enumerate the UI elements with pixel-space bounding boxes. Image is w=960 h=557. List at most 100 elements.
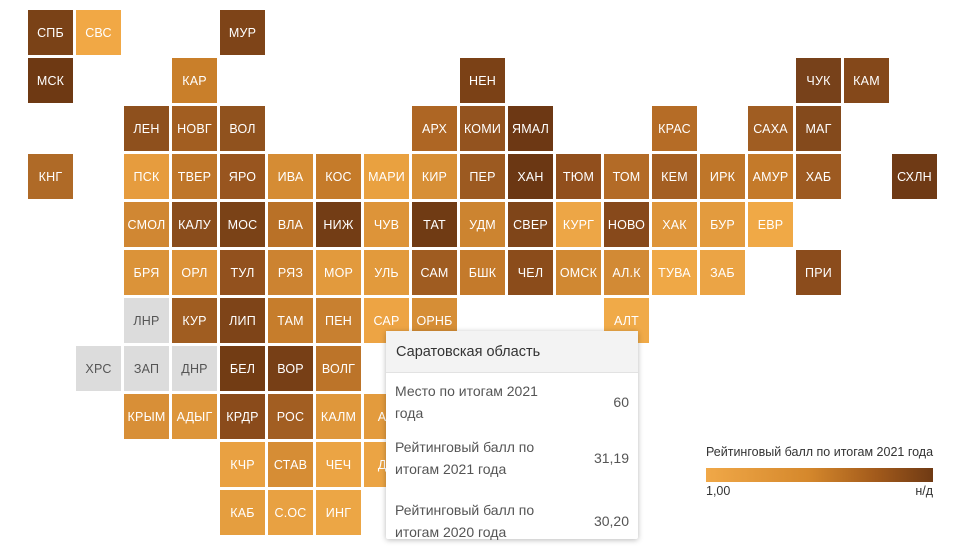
region-tile[interactable]: АМУР [748,154,793,199]
region-tile[interactable]: ТВЕР [172,154,217,199]
region-tile[interactable]: ЯМАЛ [508,106,553,151]
legend-max-label: н/д [915,484,933,498]
region-tile[interactable]: КРДР [220,394,265,439]
region-tile[interactable]: КАЛМ [316,394,361,439]
region-tile[interactable]: КУРГ [556,202,601,247]
region-tile[interactable]: КРЫМ [124,394,169,439]
region-tile[interactable]: СХЛН [892,154,937,199]
region-tile[interactable]: КАР [172,58,217,103]
region-tile[interactable]: ЛИП [220,298,265,343]
region-tile[interactable]: РЯЗ [268,250,313,295]
region-tile[interactable]: ЧУВ [364,202,409,247]
region-tile[interactable]: ЧЕЧ [316,442,361,487]
region-tile[interactable]: БРЯ [124,250,169,295]
region-tile[interactable]: ТАМ [268,298,313,343]
tooltip-label: Рейтинговый балл по итогам 2020 года [395,502,535,540]
color-legend: Рейтинговый балл по итогам 2021 года 1,0… [706,444,936,498]
region-tile[interactable]: ЗАП [124,346,169,391]
region-tile[interactable]: ОМСК [556,250,601,295]
region-tile[interactable]: УЛЬ [364,250,409,295]
region-tile[interactable]: ХАК [652,202,697,247]
region-tile[interactable]: КНГ [28,154,73,199]
region-tile[interactable]: АЛ.К [604,250,649,295]
region-tile[interactable]: ИРК [700,154,745,199]
tooltip-value: 31,19 [593,450,629,466]
region-tile[interactable]: БШК [460,250,505,295]
region-tile[interactable]: МСК [28,58,73,103]
region-tile[interactable]: С.ОС [268,490,313,535]
region-tooltip: Саратовская область Место по итогам 2021… [386,331,638,540]
tooltip-row-score-2021: Рейтинговый балл по итогам 2021 года 31,… [386,431,638,485]
region-tile[interactable]: МУР [220,10,265,55]
region-tile[interactable]: ЧЕЛ [508,250,553,295]
legend-gradient-bar [706,468,933,482]
region-tile[interactable]: ПСК [124,154,169,199]
region-tile[interactable]: СПБ [28,10,73,55]
region-tile[interactable]: ТУЛ [220,250,265,295]
region-tile[interactable]: СВС [76,10,121,55]
region-tile[interactable]: ОРЛ [172,250,217,295]
region-tile[interactable]: АРХ [412,106,457,151]
region-tile[interactable]: РОС [268,394,313,439]
region-tile[interactable]: КОС [316,154,361,199]
tooltip-value: 60 [613,394,629,410]
region-tile[interactable]: НОВО [604,202,649,247]
tooltip-row-rank: Место по итогам 2021 года 60 [386,373,638,431]
region-tile[interactable]: МОР [316,250,361,295]
region-tile[interactable]: ПРИ [796,250,841,295]
region-tile[interactable]: ВОЛ [220,106,265,151]
tooltip-row-score-2020: Рейтинговый балл по итогам 2020 года 30,… [386,485,638,557]
region-tile[interactable]: НОВГ [172,106,217,151]
region-tile[interactable]: ЧУК [796,58,841,103]
region-tile[interactable]: КАЛУ [172,202,217,247]
region-tile[interactable]: МАГ [796,106,841,151]
region-tile[interactable]: ЛНР [124,298,169,343]
region-tile[interactable]: ЕВР [748,202,793,247]
region-tile[interactable]: ТУВА [652,250,697,295]
region-tile[interactable]: МАРИ [364,154,409,199]
region-tile[interactable]: ИВА [268,154,313,199]
region-tile[interactable]: КАБ [220,490,265,535]
region-tile[interactable]: ВОР [268,346,313,391]
tooltip-label: Место по итогам 2021 года [395,383,538,421]
region-tile[interactable]: КОМИ [460,106,505,151]
region-tile[interactable]: НИЖ [316,202,361,247]
legend-min-label: 1,00 [706,484,731,498]
region-tile[interactable]: КИР [412,154,457,199]
tooltip-title: Саратовская область [386,331,638,373]
region-tile[interactable]: ЯРО [220,154,265,199]
region-tile[interactable]: ХРС [76,346,121,391]
region-tile[interactable]: КЧР [220,442,265,487]
region-tile[interactable]: СТАВ [268,442,313,487]
region-tile[interactable]: ВОЛГ [316,346,361,391]
tooltip-value: 30,20 [593,513,629,529]
region-tile[interactable]: ЗАБ [700,250,745,295]
region-tile[interactable]: КРАС [652,106,697,151]
region-tile[interactable]: ТОМ [604,154,649,199]
region-tile[interactable]: ТЮМ [556,154,601,199]
region-tile[interactable]: БУР [700,202,745,247]
region-tile[interactable]: ХАН [508,154,553,199]
region-tile[interactable]: САМ [412,250,457,295]
legend-ticks: 1,00 н/д [706,484,933,498]
region-tile[interactable]: УДМ [460,202,505,247]
region-tile[interactable]: СМОЛ [124,202,169,247]
region-tile[interactable]: НЕН [460,58,505,103]
tile-grid-map: СПБ СВС МУР МСК КАР НЕН ЧУК КАМ ЛЕН НОВГ ВОЛ АРХ КОМ… [28,10,937,535]
region-tile[interactable]: ЛЕН [124,106,169,151]
region-tile[interactable]: ПЕР [460,154,505,199]
region-tile[interactable]: БЕЛ [220,346,265,391]
region-tile[interactable]: КЕМ [652,154,697,199]
region-tile[interactable]: ДНР [172,346,217,391]
region-tile[interactable]: ТАТ [412,202,457,247]
region-tile[interactable]: КУР [172,298,217,343]
region-tile[interactable]: АДЫГ [172,394,217,439]
region-tile[interactable]: ПЕН [316,298,361,343]
region-tile[interactable]: ИНГ [316,490,361,535]
region-tile[interactable]: ВЛА [268,202,313,247]
region-tile[interactable]: ХАБ [796,154,841,199]
region-tile[interactable]: СВЕР [508,202,553,247]
region-tile[interactable]: КАМ [844,58,889,103]
region-tile[interactable]: САХА [748,106,793,151]
region-tile[interactable]: МОС [220,202,265,247]
